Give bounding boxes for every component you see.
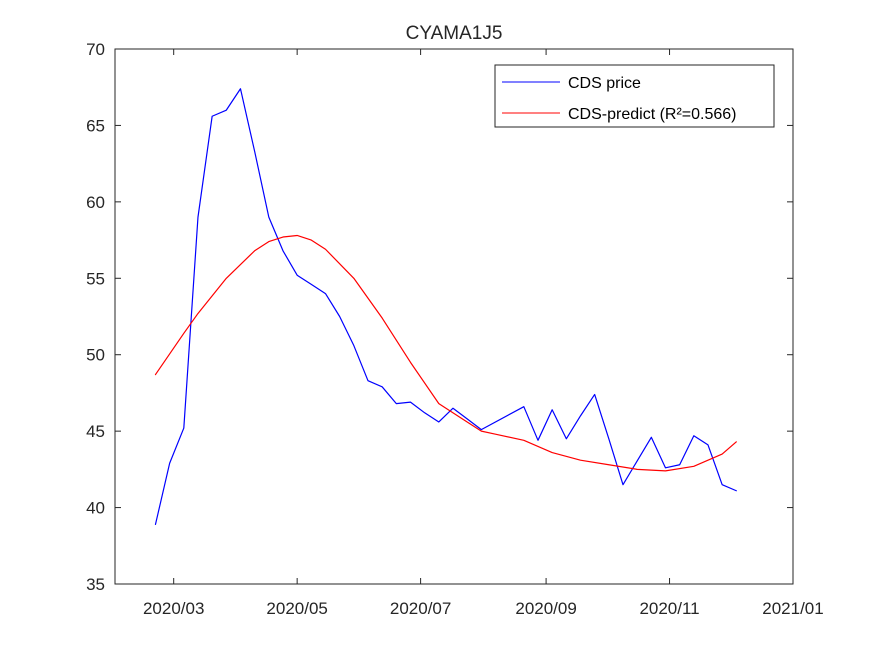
plot-frame bbox=[114, 48, 794, 585]
series-layer bbox=[154, 88, 737, 525]
y-tick-label: 50 bbox=[86, 346, 105, 365]
x-tick-label: 2020/11 bbox=[639, 599, 699, 618]
y-tick-label: 55 bbox=[86, 269, 105, 288]
legend-label-cds-price: CDS price bbox=[568, 75, 641, 92]
y-tick-label: 70 bbox=[86, 40, 105, 59]
y-tick-label: 40 bbox=[86, 499, 105, 518]
legend: CDS price CDS-predict (R²=0.566) bbox=[494, 64, 775, 128]
y-tick-label: 65 bbox=[86, 116, 105, 135]
series-line-cds-predict bbox=[154, 234, 737, 472]
legend-label-cds-predict: CDS-predict (R²=0.566) bbox=[568, 106, 737, 123]
y-axis: 35 40 45 50 55 60 65 70 bbox=[86, 40, 793, 594]
legend-box bbox=[494, 64, 775, 128]
y-tick-label: 45 bbox=[86, 422, 105, 441]
x-axis: 2020/03 2020/05 2020/07 2020/09 2020/11 2021/… bbox=[143, 49, 824, 618]
x-tick-label: 2020/09 bbox=[515, 599, 576, 618]
y-tick-label: 60 bbox=[86, 193, 105, 212]
x-tick-label: 2021/01 bbox=[762, 599, 823, 618]
series-line-cds-price bbox=[154, 88, 737, 525]
y-tick-label: 35 bbox=[86, 575, 105, 594]
x-tick-label: 2020/03 bbox=[143, 599, 204, 618]
chart-title: CYAMA1J5 bbox=[406, 23, 503, 44]
x-tick-label: 2020/05 bbox=[266, 599, 327, 618]
x-tick-label: 2020/07 bbox=[390, 599, 451, 618]
